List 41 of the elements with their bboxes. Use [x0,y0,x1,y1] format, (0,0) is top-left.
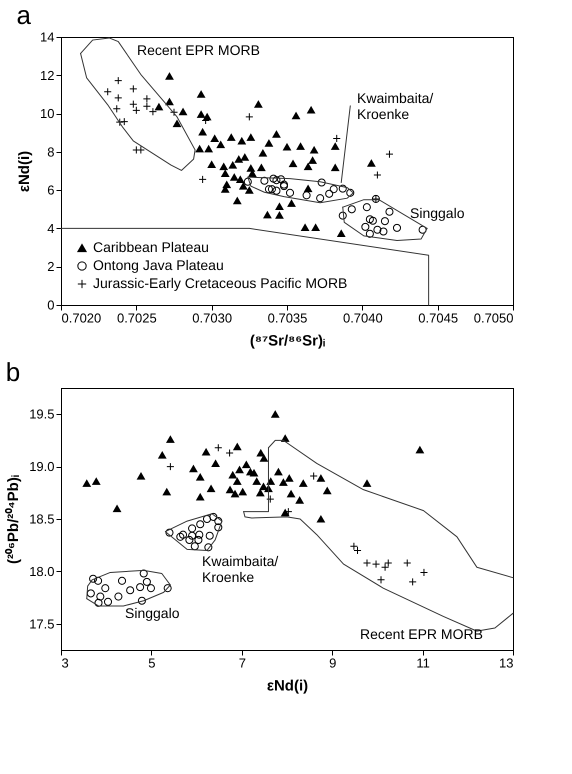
x-tick-label: 9 [329,656,336,670]
x-tick-label: 0.7040 [342,310,383,326]
y-tick-label: 18.0 [29,564,54,579]
x-tick-label: 0.7030 [192,310,232,326]
legend-label: Caribbean Plateau [93,239,209,255]
x-tick-label: 0.7050 [474,310,514,326]
x-tick-label: 0.7035 [268,310,308,326]
y-axis-title: εNd(i) [16,150,34,192]
y-tick-label: 4 [47,220,54,236]
y-tick-label: 17.5 [29,616,54,632]
x-tick-label: 0.7025 [116,310,157,326]
y-tick-label: 12 [40,68,54,83]
y-tick-label: 19.0 [29,459,54,474]
annotation: Kwaimbaita/ Kroenke [357,90,434,122]
chart-title: a [16,0,32,30]
annotation: Kwaimbaita/ Kroenke [202,553,278,585]
x-axis-title: εNd(i) [266,678,308,694]
x-tick-label: 7 [238,656,246,670]
annotation: Singgalo [410,205,465,221]
legend-label: Ontong Java Plateau [93,257,224,273]
x-tick-label: 3 [62,656,69,670]
chart-title: b [6,357,20,387]
y-tick-label: 0 [47,298,54,312]
y-tick-label: 19.5 [29,406,54,422]
annotation: Recent EPR MORB [360,626,483,642]
y-tick-label: 10 [40,106,54,122]
y-tick-label: 6 [47,182,54,198]
x-tick-label: 11 [416,656,430,670]
y-tick-label: 14 [40,30,54,44]
x-tick-label: 0.7020 [62,310,102,326]
y-tick-label: 2 [47,259,54,274]
x-tick-label: 0.7045 [418,310,458,326]
annotation: Singgalo [125,605,180,621]
x-tick-label: 5 [148,656,156,670]
y-tick-label: 8 [47,144,54,160]
annotation: Recent EPR MORB [137,42,260,58]
legend-label: Jurassic-Early Cretaceous Pacific MORB [93,275,348,291]
y-axis-title: (²⁰⁶Pb/²⁰⁴Pb)ᵢ [4,475,22,564]
x-axis-title: (⁸⁷Sr/⁸⁶Sr)ᵢ [250,332,326,350]
y-tick-label: 18.5 [29,512,54,526]
x-tick-label: 13 [499,656,514,670]
